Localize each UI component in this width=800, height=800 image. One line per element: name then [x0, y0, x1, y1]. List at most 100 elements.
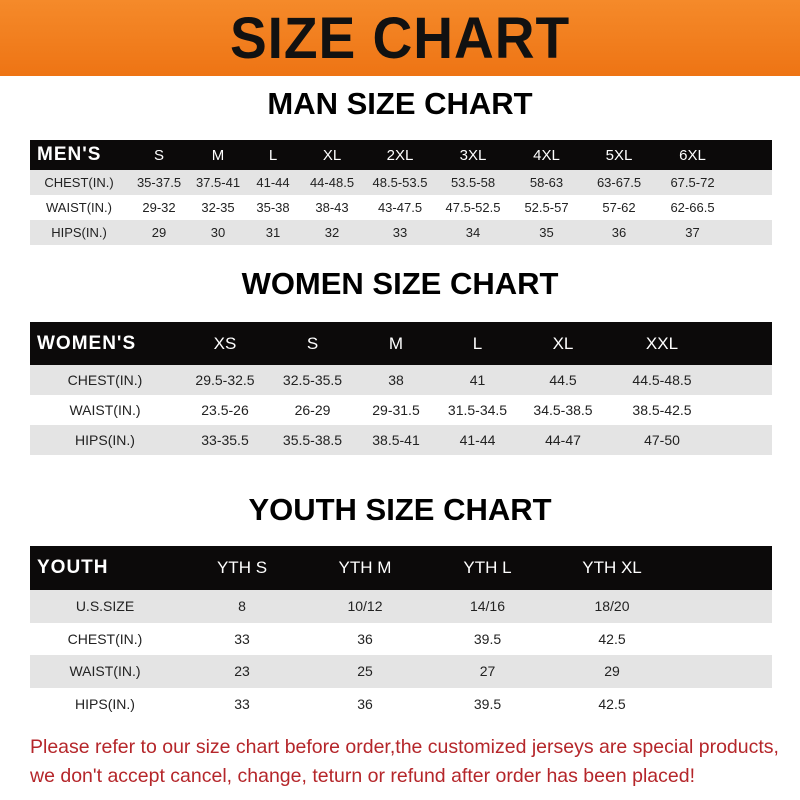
row-label: WOMEN'S: [37, 332, 137, 354]
table-cell: 43-47.5: [377, 200, 423, 215]
table-header-row: MEN'S S M L XL 2XL 3XL 4XL 5XL 6XL: [30, 140, 772, 170]
table-cell: 29-31.5: [372, 402, 420, 418]
table-cell: L: [472, 333, 483, 353]
table-cell: 37.5-41: [195, 175, 241, 190]
table-cell: 53.5-58: [450, 175, 496, 190]
table-cell: 3XL: [459, 146, 487, 164]
row-label: WAIST(IN.): [46, 200, 112, 215]
table-cell: 30: [210, 225, 226, 240]
table-cell: 52.5-57: [524, 200, 569, 215]
table-cell: 31.5-34.5: [447, 402, 508, 418]
table-cell: 41-44: [256, 175, 290, 190]
table-cell: 48.5-53.5: [372, 175, 428, 190]
table-row: WAIST(IN.) 29-32 32-35 35-38 38-43 43-47.5 47.…: [30, 195, 772, 220]
row-label: U.S.SIZE: [75, 598, 135, 615]
table-cell: 62-66.5: [670, 200, 715, 215]
row-label: WAIST(IN.): [69, 402, 141, 418]
table-cell: 47.5-52.5: [445, 200, 501, 215]
table-cell: 36: [357, 695, 373, 712]
row-label: MEN'S: [37, 144, 102, 165]
table-cell: 35-37.5: [136, 175, 182, 190]
table-cell: 6XL: [679, 146, 706, 164]
women-size-table: WOMEN'S XS S M L XL XXL CHEST(IN.) 29.5-32.5 32.5…: [30, 322, 772, 455]
table-cell: 38.5-42.5: [632, 402, 692, 418]
table-header-row: YOUTH YTH S YTH M YTH L YTH XL: [30, 546, 772, 590]
banner: SIZE CHART: [0, 0, 800, 76]
table-cell: 18/20: [594, 598, 630, 615]
table-cell: 44-48.5: [309, 175, 355, 190]
table-cell: 35-38: [256, 200, 290, 215]
table-cell: 42.5: [598, 695, 626, 712]
table-row: CHEST(IN.) 29.5-32.5 32.5-35.5 38 41 44.5 44.5…: [30, 365, 772, 395]
row-label: CHEST(IN.): [67, 372, 143, 388]
table-cell: 34.5-38.5: [533, 402, 593, 418]
table-cell: 8: [238, 598, 246, 615]
table-cell: 57-62: [602, 200, 636, 215]
row-label: WAIST(IN.): [69, 663, 141, 680]
table-cell: 25: [357, 663, 373, 680]
table-cell: YTH M: [338, 558, 392, 577]
table-header-row: WOMEN'S XS S M L XL XXL: [30, 322, 772, 365]
youth-size-table: YOUTH YTH S YTH M YTH L YTH XL U.S.SIZE 8 10/12…: [30, 546, 772, 720]
table-cell: 5XL: [605, 146, 633, 164]
table-cell: 10/12: [347, 598, 383, 615]
table-cell: 36: [357, 630, 373, 647]
table-cell: 37: [685, 225, 700, 240]
men-size-table: MEN'S S M L XL 2XL 3XL 4XL 5XL 6XL CHEST(IN.) 35-37…: [30, 140, 772, 245]
table-cell: 44.5: [549, 372, 577, 388]
table-cell: YTH XL: [582, 558, 642, 577]
table-cell: 42.5: [598, 630, 626, 647]
table-cell: 31: [265, 225, 281, 240]
order-notice: Please refer to our size chart before or…: [30, 733, 790, 791]
table-cell: 41-44: [459, 432, 496, 448]
table-cell: 29.5-32.5: [195, 372, 255, 388]
table-cell: YTH S: [216, 558, 268, 577]
table-row: WAIST(IN.) 23.5-26 26-29 29-31.5 31.5-34.5 34…: [30, 395, 772, 425]
table-cell: 33: [234, 630, 250, 647]
table-cell: 33: [392, 225, 408, 240]
row-label: HIPS(IN.): [75, 695, 135, 712]
row-label: YOUTH: [37, 557, 109, 578]
table-cell: 23: [234, 663, 250, 680]
row-label: CHEST(IN.): [44, 175, 114, 190]
table-cell: 35.5-38.5: [282, 432, 343, 448]
youth-section-title: YOUTH SIZE CHART: [248, 492, 552, 527]
table-cell: 38: [388, 372, 404, 388]
table-cell: 44.5-48.5: [632, 372, 692, 388]
notice-line-1: Please refer to our size chart before or…: [30, 736, 779, 758]
table-cell: S: [306, 333, 319, 353]
table-cell: 29-32: [142, 200, 176, 215]
table-row: WAIST(IN.) 23 25 27 29: [30, 655, 772, 688]
table-cell: 33: [234, 695, 250, 712]
table-cell: 23.5-26: [201, 402, 249, 418]
table-cell: XL: [322, 146, 342, 164]
row-label: CHEST(IN.): [67, 630, 143, 647]
table-row: CHEST(IN.) 35-37.5 37.5-41 41-44 44-48.5 48.5…: [30, 170, 772, 195]
table-cell: 33-35.5: [201, 432, 249, 448]
table-cell: YTH L: [463, 558, 512, 577]
table-cell: 63-67.5: [596, 175, 642, 190]
table-cell: 67.5-72: [670, 175, 715, 190]
table-cell: 36: [611, 225, 627, 240]
men-section-title: MAN SIZE CHART: [267, 86, 533, 121]
table-cell: 32-35: [201, 200, 235, 215]
table-row: HIPS(IN.) 29 30 31 32 33 34 35 36 37: [30, 220, 772, 245]
table-cell: 32.5-35.5: [282, 372, 343, 388]
row-label: HIPS(IN.): [75, 432, 135, 448]
table-cell: L: [268, 146, 278, 164]
women-section-title: WOMEN SIZE CHART: [241, 266, 559, 301]
table-cell: M: [388, 333, 404, 353]
table-cell: 38.5-41: [372, 432, 420, 448]
table-cell: 29: [151, 225, 167, 240]
table-cell: 34: [465, 225, 481, 240]
table-row: HIPS(IN.) 33-35.5 35.5-38.5 38.5-41 41-44 44-…: [30, 425, 772, 455]
table-cell: 32: [324, 225, 340, 240]
table-cell: 41: [469, 372, 486, 388]
table-cell: 29: [604, 663, 620, 680]
table-cell: 14/16: [469, 598, 506, 615]
table-row: CHEST(IN.) 33 36 39.5 42.5: [30, 623, 772, 656]
table-cell: 39.5: [473, 695, 502, 712]
notice-line-2: we don't accept cancel, change, teturn o…: [30, 765, 695, 787]
table-cell: S: [153, 146, 164, 164]
table-cell: 47-50: [644, 432, 680, 448]
